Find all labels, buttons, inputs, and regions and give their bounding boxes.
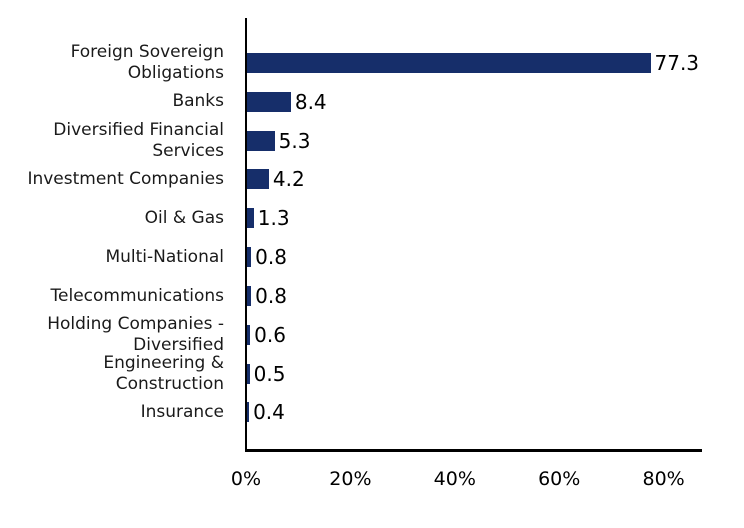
bar [247, 247, 252, 268]
bar-track: 0.4 [245, 393, 744, 432]
bar-row: Investment Companies 4.2 [0, 160, 744, 199]
x-axis-line [245, 449, 702, 452]
bar-row: Multi-National 0.8 [0, 238, 744, 277]
bar [247, 363, 250, 384]
bar-track: 4.2 [245, 160, 744, 199]
value-label: 0.5 [253, 361, 286, 386]
value-label: 0.8 [255, 245, 287, 270]
value-label: 0.6 [254, 322, 286, 347]
bar-row: Foreign Sovereign Obligations 77.3 [0, 42, 744, 83]
category-label: Telecommunications [50, 285, 224, 306]
category-label: Foreign Sovereign Obligations [70, 42, 224, 83]
category-label: Banks [172, 91, 224, 112]
bar-track: 0.8 [245, 276, 744, 315]
bar-track: 0.6 [245, 315, 744, 354]
bar [247, 402, 250, 423]
x-tick-label: 40% [433, 468, 476, 490]
bar-track: 0.5 [245, 354, 744, 393]
x-tick-label: 60% [538, 468, 581, 490]
value-label: 1.3 [257, 206, 290, 231]
bar-track: 5.3 [245, 121, 744, 160]
bar-row: Insurance 0.4 [0, 393, 744, 432]
category-label: Diversified Financial Services [53, 120, 224, 161]
value-label: 8.4 [294, 89, 327, 114]
category-label: Investment Companies [27, 169, 224, 190]
bar-track: 77.3 [245, 43, 744, 82]
bar [247, 91, 291, 112]
bar-track: 8.4 [245, 82, 744, 121]
bar-track: 1.3 [245, 199, 744, 238]
value-label: 77.3 [654, 50, 700, 75]
y-axis-line [245, 18, 247, 452]
bar-row: Banks 8.4 [0, 82, 744, 121]
bar-row: Engineering & Construction 0.5 [0, 353, 744, 394]
bar [247, 324, 251, 345]
value-label: 0.8 [255, 283, 287, 308]
category-label: Holding Companies - Diversified [47, 314, 224, 355]
bar [247, 285, 252, 306]
value-label: 0.4 [253, 400, 285, 425]
bar-row: Diversified Financial Services 5.3 [0, 120, 744, 161]
x-axis-ticks: 0% 20% 40% 60% 80% [231, 468, 702, 498]
x-tick-label: 80% [642, 468, 685, 490]
value-label: 4.2 [272, 167, 305, 192]
category-label: Oil & Gas [144, 207, 224, 228]
value-label: 5.3 [278, 128, 311, 153]
x-tick-label: 20% [329, 468, 372, 490]
bar [247, 169, 269, 190]
x-tick-label: 0% [230, 468, 262, 490]
bar [247, 130, 275, 151]
category-label: Insurance [140, 402, 224, 423]
bar-row: Holding Companies - Diversified 0.6 [0, 314, 744, 355]
category-label: Engineering & Construction [103, 353, 224, 394]
bar [247, 52, 651, 73]
category-label: Multi-National [105, 246, 224, 267]
bar-row: Telecommunications 0.8 [0, 276, 744, 315]
bar-track: 0.8 [245, 238, 744, 277]
bar-row: Oil & Gas 1.3 [0, 199, 744, 238]
bar [247, 208, 254, 229]
